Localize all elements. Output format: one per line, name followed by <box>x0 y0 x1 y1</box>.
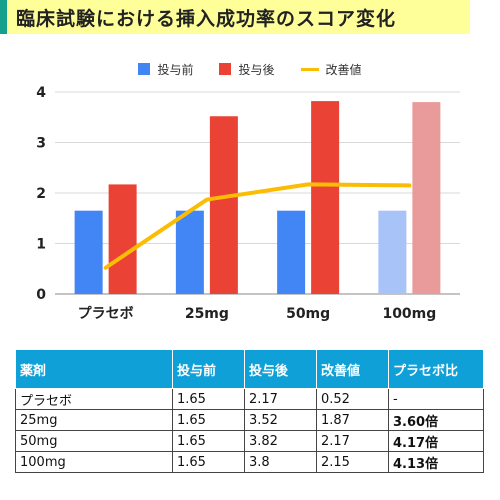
table-cell: 25mg <box>15 409 173 431</box>
bar-before <box>378 210 407 294</box>
chart: 0 1 2 3 4 プラセボ 25mg 50mg 100mg <box>36 85 460 322</box>
table-cell: - <box>388 388 484 410</box>
table-cell: 3.60倍 <box>388 409 484 431</box>
table-cell: 4.13倍 <box>388 451 484 473</box>
table-row: 50mg 1.65 3.82 2.17 4.17倍 <box>15 430 484 452</box>
y-tick-label: 0 <box>36 287 46 303</box>
legend-item-after: 投与後 <box>219 60 275 78</box>
table-row: 100mg 1.65 3.8 2.15 4.13倍 <box>15 451 484 473</box>
table-cell: 50mg <box>15 430 173 452</box>
table-cell: 1.65 <box>172 388 245 410</box>
table-row: 25mg 1.65 3.52 1.87 3.60倍 <box>15 409 484 431</box>
legend-label-improve: 改善値 <box>325 62 362 77</box>
table-cell: プラセボ <box>15 388 173 410</box>
table-cell: 3.52 <box>244 409 317 431</box>
legend-swatch-before <box>138 63 151 75</box>
table-header-improve: 改善値 <box>316 349 389 389</box>
bar-before <box>277 210 306 294</box>
bar-after <box>311 101 340 294</box>
chart-legend: 投与前 投与後 改善値 <box>0 60 500 78</box>
table-cell: 0.52 <box>316 388 389 410</box>
legend-label-before: 投与前 <box>157 62 194 77</box>
legend-item-improve: 改善値 <box>300 60 362 78</box>
table-cell: 3.82 <box>244 430 317 452</box>
legend-swatch-after <box>219 63 232 75</box>
table-cell: 2.15 <box>316 451 389 473</box>
x-tick-label: プラセボ <box>78 306 134 322</box>
table-cell: 3.8 <box>244 451 317 473</box>
table-header-row: 薬剤 投与前 投与後 改善値 プラセボ比 <box>15 349 484 389</box>
bar-after <box>209 116 238 294</box>
legend-item-before: 投与前 <box>138 60 193 78</box>
table-header-before: 投与前 <box>172 349 245 389</box>
table-cell: 1.65 <box>172 430 245 452</box>
line-improve <box>103 182 412 270</box>
y-tick-label: 1 <box>36 237 46 253</box>
title-accent <box>0 0 7 34</box>
bar-before <box>74 210 103 294</box>
table-header-after: 投与後 <box>244 349 317 389</box>
table-cell: 1.87 <box>316 409 389 431</box>
table-header-ratio: プラセボ比 <box>388 349 484 389</box>
data-table: 薬剤 投与前 投与後 改善値 プラセボ比 プラセボ 1.65 2.17 0.52… <box>15 349 484 473</box>
x-tick-label: 25mg <box>185 306 229 322</box>
table-cell: 2.17 <box>316 430 389 452</box>
legend-label-after: 投与後 <box>238 62 275 77</box>
y-tick-label: 2 <box>36 186 46 202</box>
x-tick-label: 50mg <box>286 306 330 322</box>
bar-after <box>412 102 441 294</box>
bar-after <box>108 184 137 294</box>
bar-before <box>175 210 204 294</box>
page-title: 臨床試験における挿入成功率のスコア変化 <box>16 8 397 30</box>
y-tick-label: 3 <box>36 136 46 152</box>
table-row: プラセボ 1.65 2.17 0.52 - <box>15 388 484 410</box>
table-header-drug: 薬剤 <box>15 349 173 389</box>
y-tick-label: 4 <box>36 85 46 101</box>
x-tick-label: 100mg <box>382 306 436 322</box>
table-cell: 4.17倍 <box>388 430 484 452</box>
title-bar: 臨床試験における挿入成功率のスコア変化 <box>0 0 470 34</box>
table-cell: 1.65 <box>172 409 245 431</box>
table-cell: 100mg <box>15 451 173 473</box>
table-cell: 1.65 <box>172 451 245 473</box>
legend-swatch-improve <box>300 67 319 71</box>
table-cell: 2.17 <box>244 388 317 410</box>
